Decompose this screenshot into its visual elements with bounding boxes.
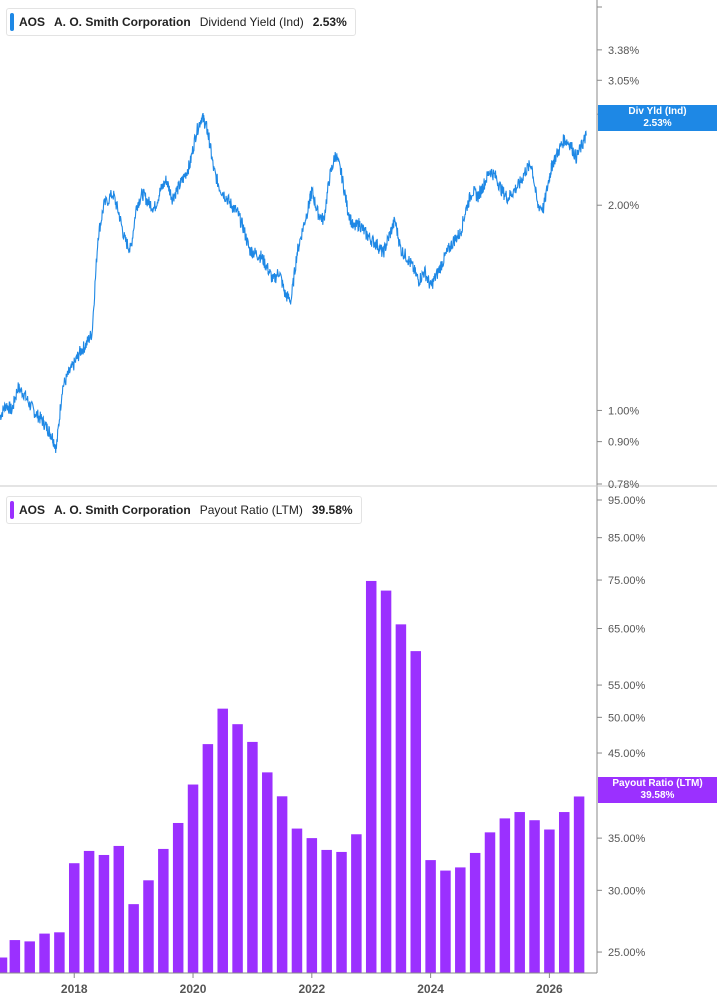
payout-bar xyxy=(380,590,392,973)
payout-bar xyxy=(529,820,540,973)
payout-bar xyxy=(351,834,362,973)
payout-bar xyxy=(573,796,585,973)
top-legend-metric: Dividend Yield (Ind) xyxy=(199,15,304,29)
bottom-y-tick-label: 25.00% xyxy=(608,947,646,959)
payout-bar xyxy=(247,741,258,973)
payout-bar xyxy=(262,772,273,973)
chart-frame xyxy=(0,0,717,974)
payout-bar xyxy=(514,812,525,973)
payout-bar xyxy=(98,854,110,973)
bottom-y-tick-label: 95.00% xyxy=(608,495,646,507)
top-y-tick-label: 2.00% xyxy=(608,200,639,212)
payout-bar xyxy=(276,796,288,973)
payout-bar xyxy=(306,838,318,973)
bottom-y-tick-label: 35.00% xyxy=(608,833,646,845)
bottom-y-tick-label: 85.00% xyxy=(608,533,646,545)
top-y-tick-label: 3.05% xyxy=(608,75,639,87)
x-tick-label: 2018 xyxy=(61,982,88,996)
payout-bar xyxy=(321,849,332,973)
top-y-tick-label: 1.00% xyxy=(608,405,639,417)
bottom-legend-color-swatch xyxy=(10,501,14,519)
bottom-legend-value: 39.58% xyxy=(311,503,353,517)
payout-bar xyxy=(187,784,199,973)
top-legend-color-swatch xyxy=(10,13,14,31)
x-tick-label: 2026 xyxy=(536,982,563,996)
bottom-y-tick-label: 65.00% xyxy=(608,624,646,636)
bottom-legend-ticker: AOS xyxy=(19,503,46,517)
x-tick-label: 2020 xyxy=(180,982,207,996)
payout-bar xyxy=(83,850,95,973)
payout-bar xyxy=(0,957,8,973)
payout-bar xyxy=(172,822,184,973)
payout-bar xyxy=(232,724,243,973)
top-y-tick-label: 0.90% xyxy=(608,437,639,449)
dividend-yield-price-tag: Div Yld (Ind) 2.53% xyxy=(598,105,717,131)
top-legend-company: A. O. Smith Corporation xyxy=(54,15,191,29)
payout-bar xyxy=(54,932,65,973)
top-legend-value: 2.53% xyxy=(312,15,347,29)
payout-bar xyxy=(395,624,407,973)
bottom-legend-company: A. O. Smith Corporation xyxy=(54,503,191,517)
bottom-y-axis: 95.00% 85.00% 75.00% 65.00% 55.00% 50.00% 45.0… xyxy=(597,495,646,959)
top-y-tick-label: 3.38% xyxy=(608,45,639,57)
payout-ratio-price-tag: Payout Ratio (LTM) 39.58% xyxy=(598,777,717,803)
bottom-y-tick-label: 55.00% xyxy=(608,680,646,692)
x-tick-label: 2024 xyxy=(417,982,444,996)
x-axis: 2018 2020 2022 2024 2026 xyxy=(61,973,563,996)
payout-bar xyxy=(158,848,169,973)
dividend-yield-tag-value: 2.53% xyxy=(643,118,672,129)
payout-bar xyxy=(410,651,422,973)
dividend-yield-line xyxy=(0,112,587,454)
payout-bar xyxy=(68,863,80,973)
payout-ratio-tag-value: 39.58% xyxy=(640,790,675,801)
payout-bar xyxy=(291,828,303,973)
payout-bar xyxy=(24,941,35,973)
payout-bars xyxy=(0,580,585,973)
top-y-tick-label: 0.78% xyxy=(608,479,639,491)
bottom-y-tick-label: 45.00% xyxy=(608,748,646,760)
top-legend[interactable]: AOS A. O. Smith Corporation Dividend Yie… xyxy=(6,8,356,36)
payout-bar xyxy=(39,933,50,973)
bottom-legend-metric: Payout Ratio (LTM) xyxy=(199,503,303,517)
payout-bar xyxy=(558,812,570,973)
payout-bar xyxy=(336,851,347,973)
top-y-axis: 3.38%3.05%2.72%2.00%1.00%0.90%0.78% xyxy=(597,6,639,491)
payout-bar xyxy=(113,845,125,973)
payout-bar xyxy=(202,744,214,973)
payout-bar xyxy=(544,829,555,973)
payout-bar xyxy=(440,870,451,973)
payout-bar xyxy=(217,708,228,973)
bottom-y-tick-label: 50.00% xyxy=(608,712,646,724)
payout-bar xyxy=(9,940,21,973)
top-legend-ticker: AOS xyxy=(19,15,46,29)
bottom-y-tick-label: 75.00% xyxy=(608,575,646,587)
payout-bar xyxy=(365,580,377,973)
payout-bar xyxy=(425,860,436,973)
payout-bar xyxy=(469,852,481,973)
x-tick-label: 2022 xyxy=(298,982,325,996)
dividend-yield-tag-label: Div Yld (Ind) xyxy=(628,106,687,117)
payout-bar xyxy=(484,832,496,973)
payout-ratio-tag-label: Payout Ratio (LTM) xyxy=(612,778,703,789)
payout-bar xyxy=(499,818,511,973)
bottom-legend[interactable]: AOS A. O. Smith Corporation Payout Ratio… xyxy=(6,496,362,524)
bottom-y-tick-label: 30.00% xyxy=(608,885,646,897)
payout-bar xyxy=(455,867,466,973)
payout-bar xyxy=(143,880,154,973)
payout-bar xyxy=(128,904,139,973)
